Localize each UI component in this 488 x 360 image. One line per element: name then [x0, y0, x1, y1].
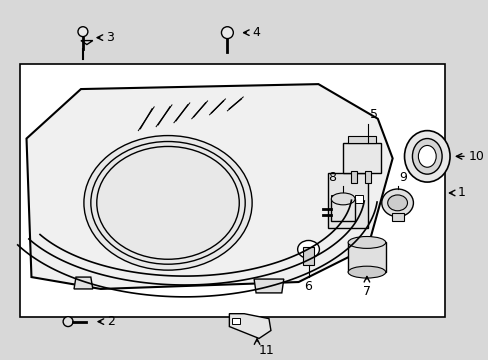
- Bar: [20, 64, 444, 317]
- Ellipse shape: [387, 195, 407, 211]
- Bar: [343, 195, 350, 203]
- Bar: [302, 247, 314, 265]
- Ellipse shape: [347, 266, 385, 278]
- Ellipse shape: [404, 131, 449, 182]
- PathPatch shape: [254, 279, 283, 293]
- Ellipse shape: [411, 139, 441, 174]
- Bar: [330, 195, 339, 203]
- Bar: [347, 242, 385, 272]
- Text: 10: 10: [468, 150, 484, 163]
- Text: 5: 5: [369, 108, 377, 121]
- Bar: [364, 171, 370, 183]
- Circle shape: [78, 27, 88, 37]
- Ellipse shape: [347, 237, 385, 248]
- Text: 9: 9: [399, 171, 407, 184]
- Bar: [347, 136, 375, 144]
- Ellipse shape: [84, 136, 252, 270]
- Circle shape: [221, 27, 233, 39]
- Bar: [232, 318, 240, 324]
- Text: 2: 2: [106, 315, 114, 328]
- Bar: [343, 144, 380, 173]
- Text: 7: 7: [362, 285, 370, 298]
- Text: 6: 6: [304, 280, 312, 293]
- Text: 1: 1: [457, 186, 465, 199]
- Bar: [391, 213, 403, 221]
- Ellipse shape: [381, 189, 412, 217]
- Bar: [330, 199, 354, 221]
- Text: 3: 3: [105, 31, 113, 44]
- Bar: [327, 173, 367, 228]
- PathPatch shape: [26, 84, 392, 289]
- Text: 8: 8: [327, 171, 336, 184]
- Polygon shape: [81, 41, 93, 45]
- PathPatch shape: [229, 314, 270, 338]
- PathPatch shape: [74, 277, 93, 289]
- Text: 11: 11: [259, 345, 274, 357]
- Circle shape: [63, 317, 73, 327]
- Ellipse shape: [418, 145, 435, 167]
- Ellipse shape: [330, 193, 354, 205]
- Text: 4: 4: [252, 26, 260, 39]
- Bar: [354, 195, 362, 203]
- Bar: [350, 171, 356, 183]
- Ellipse shape: [297, 240, 319, 258]
